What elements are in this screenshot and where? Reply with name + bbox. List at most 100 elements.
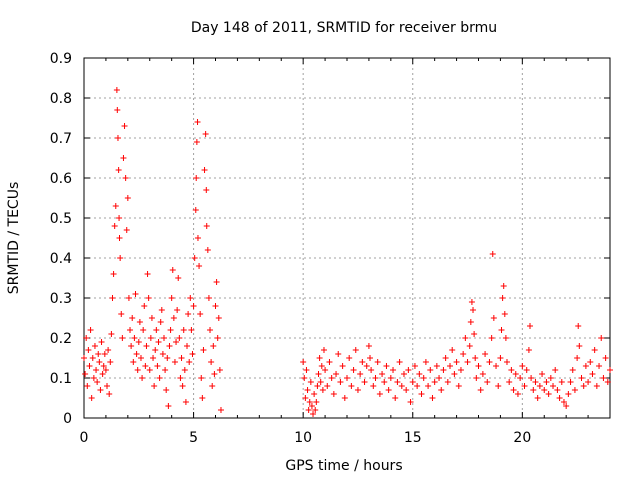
data-point — [451, 371, 458, 377]
data-point — [128, 343, 135, 349]
data-point — [374, 359, 381, 365]
data-point — [569, 367, 576, 373]
data-point — [215, 315, 222, 321]
data-point — [320, 347, 327, 353]
data-point — [543, 379, 550, 385]
data-point — [460, 351, 467, 357]
data-point — [311, 391, 318, 397]
data-point — [86, 363, 93, 369]
data-point — [209, 383, 216, 389]
data-point — [383, 363, 390, 369]
data-point — [510, 387, 517, 393]
data-point — [464, 359, 471, 365]
data-point — [525, 347, 532, 353]
data-point — [457, 367, 464, 373]
data-point — [604, 379, 611, 385]
data-point — [106, 391, 113, 397]
data-point — [101, 351, 108, 357]
data-point — [578, 375, 585, 381]
data-point — [596, 363, 603, 369]
x-tick-label: 10 — [294, 430, 312, 446]
data-point — [394, 379, 401, 385]
data-point — [344, 375, 350, 381]
data-point — [301, 375, 308, 381]
x-tick-label: 15 — [404, 430, 422, 446]
data-point — [185, 311, 192, 317]
data-point — [330, 391, 337, 397]
x-tick-label: 20 — [513, 430, 531, 446]
data-point — [125, 295, 132, 301]
data-point — [593, 383, 600, 389]
data-point — [479, 371, 486, 377]
data-point — [565, 391, 572, 397]
data-point — [175, 275, 182, 281]
data-point — [314, 383, 321, 389]
data-point — [462, 335, 469, 341]
data-point — [150, 355, 157, 361]
data-point — [495, 383, 502, 389]
data-point — [493, 363, 500, 369]
data-point — [503, 359, 510, 365]
data-point — [486, 359, 493, 365]
data-point — [322, 367, 329, 373]
data-point — [392, 395, 399, 401]
data-point — [312, 407, 319, 413]
data-point — [365, 343, 372, 349]
data-point — [180, 327, 187, 333]
data-point — [178, 355, 185, 361]
data-point — [96, 359, 103, 365]
data-point — [427, 367, 434, 373]
data-point — [83, 335, 90, 341]
x-axis-label: GPS time / hours — [285, 458, 402, 474]
data-point — [519, 363, 526, 369]
data-point — [357, 371, 364, 377]
data-point — [556, 395, 563, 401]
data-point — [508, 367, 515, 373]
data-point — [212, 303, 219, 309]
data-point — [563, 403, 570, 409]
data-point — [169, 267, 176, 273]
data-point — [425, 383, 432, 389]
data-point — [116, 215, 123, 221]
data-point — [213, 279, 220, 285]
data-point — [326, 359, 333, 365]
data-point — [307, 379, 314, 385]
data-point — [411, 363, 418, 369]
data-point — [199, 395, 206, 401]
data-point — [405, 367, 412, 373]
y-tick-label: 0.4 — [50, 251, 72, 267]
data-point — [372, 375, 379, 381]
data-point — [105, 347, 112, 353]
data-point — [385, 387, 392, 393]
data-point — [407, 399, 414, 405]
data-point — [204, 247, 211, 253]
data-point — [142, 363, 149, 369]
data-point — [200, 347, 207, 353]
data-point — [146, 367, 153, 373]
x-tick-label: 5 — [189, 430, 198, 446]
data-point — [440, 367, 447, 373]
data-point — [422, 359, 429, 365]
data-point — [337, 379, 344, 385]
data-point — [560, 399, 567, 405]
data-point — [171, 359, 178, 365]
data-point — [501, 311, 508, 317]
data-point — [310, 411, 317, 417]
data-point — [184, 343, 191, 349]
data-point — [152, 347, 159, 353]
data-point — [129, 315, 136, 321]
data-point — [155, 339, 162, 345]
data-point — [414, 383, 421, 389]
data-point — [145, 295, 152, 301]
data-point — [157, 319, 164, 325]
data-point — [318, 363, 325, 369]
data-point — [396, 359, 403, 365]
data-point — [193, 175, 200, 181]
data-point — [198, 375, 205, 381]
data-point — [379, 371, 386, 377]
data-point — [113, 87, 120, 93]
data-point — [512, 371, 519, 377]
data-point — [400, 371, 407, 377]
data-point — [574, 355, 581, 361]
